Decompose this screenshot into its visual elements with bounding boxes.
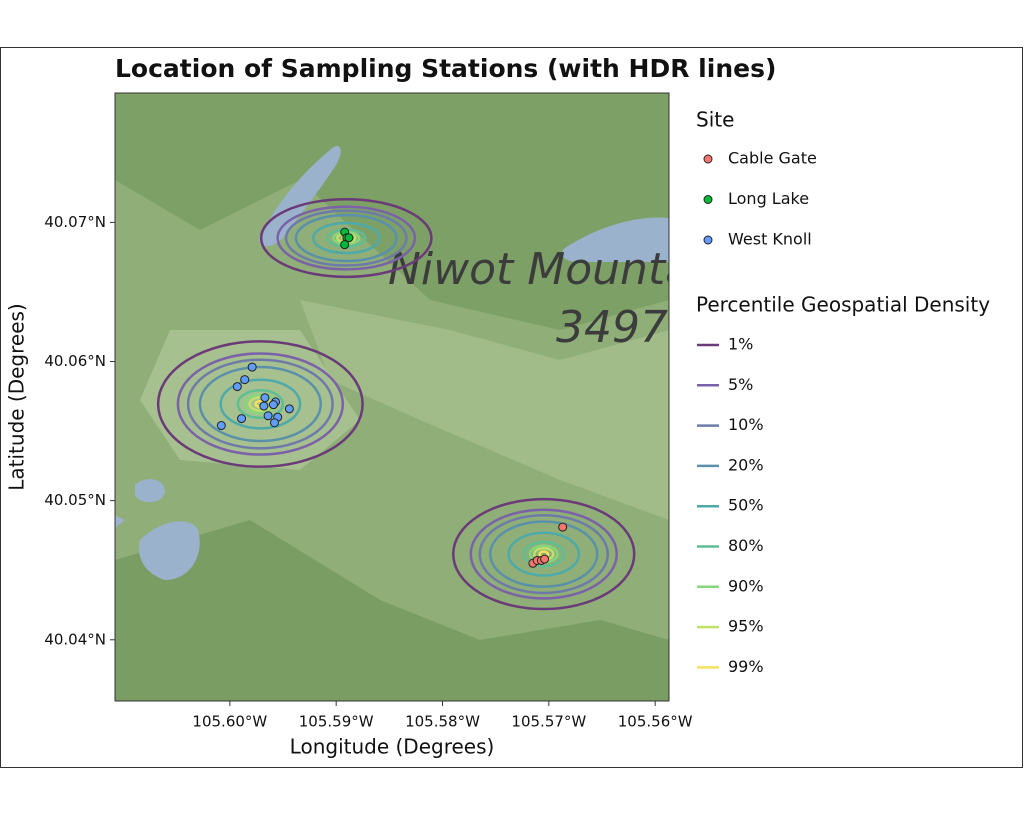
- point: [260, 393, 270, 403]
- point: [268, 400, 278, 410]
- hdr-contour: [259, 197, 433, 279]
- y-tick-label: 40.04°N: [44, 630, 106, 648]
- hdr-contour: [156, 340, 364, 468]
- map-label: 3497: [556, 302, 668, 353]
- legend-marker: [703, 235, 713, 245]
- hdr-contour: [311, 221, 381, 255]
- x-tick-label: 105.57°W: [511, 713, 586, 731]
- hdr-contour: [276, 205, 417, 271]
- legend-label: 10%: [728, 415, 764, 434]
- legend-label: 50%: [728, 496, 764, 515]
- x-axis-title: Longitude (Degrees): [290, 735, 495, 759]
- point: [263, 411, 273, 421]
- legend-title: Site: [696, 108, 734, 132]
- legend-title: Percentile Geospatial Density: [696, 293, 990, 317]
- point: [240, 375, 250, 385]
- map-label: Niwot Mounta: [388, 244, 692, 295]
- point: [247, 362, 257, 372]
- legend-label: 95%: [728, 617, 764, 636]
- x-tick-label: 105.58°W: [405, 713, 480, 731]
- legend-label: West Knoll: [728, 230, 812, 249]
- y-tick-label: 40.06°N: [44, 352, 106, 370]
- legend-label: 90%: [728, 576, 764, 595]
- hdr-contour: [478, 513, 609, 595]
- point: [232, 382, 242, 392]
- legend-marker: [703, 195, 713, 204]
- point: [284, 404, 294, 414]
- hdr-contour: [294, 213, 398, 263]
- point: [270, 418, 280, 428]
- legend-label: Long Lake: [728, 189, 809, 208]
- x-tick-label: 105.60°W: [192, 713, 267, 731]
- legend-label: Cable Gate: [728, 149, 817, 168]
- legend-marker: [703, 154, 713, 164]
- point: [558, 522, 568, 532]
- hdr-contour: [236, 388, 285, 420]
- legend-label: 20%: [728, 455, 764, 474]
- point: [344, 233, 354, 243]
- chart-title: Location of Sampling Stations (with HDR …: [115, 54, 776, 83]
- hdr-contour: [451, 497, 636, 611]
- map-background: Niwot Mounta 3497: [115, 93, 692, 701]
- legend-label: 99%: [728, 657, 764, 676]
- hdr-contour: [488, 520, 599, 588]
- hdr-contour: [219, 378, 302, 430]
- plot-border: [114, 92, 670, 702]
- x-tick-label: 105.59°W: [299, 713, 374, 731]
- hdr-contour: [284, 209, 408, 267]
- y-tick-label: 40.07°N: [44, 213, 106, 231]
- point: [340, 240, 350, 250]
- y-axis-title: Latitude (Degrees): [5, 303, 29, 491]
- legend-label: 80%: [728, 536, 764, 555]
- point: [237, 414, 247, 424]
- point: [216, 421, 226, 431]
- legend-label: 1%: [728, 335, 753, 354]
- y-tick-label: 40.05°N: [44, 491, 106, 509]
- hdr-contour: [522, 540, 565, 568]
- point: [540, 554, 550, 564]
- legend-label: 5%: [728, 375, 753, 394]
- hdr-contour: [469, 508, 618, 600]
- point: [259, 401, 269, 411]
- hdr-contour: [507, 531, 581, 577]
- hdr-contour: [186, 358, 334, 450]
- hdr-contour: [198, 365, 323, 443]
- x-tick-label: 105.56°W: [618, 713, 693, 731]
- hdr-contour: [176, 352, 345, 456]
